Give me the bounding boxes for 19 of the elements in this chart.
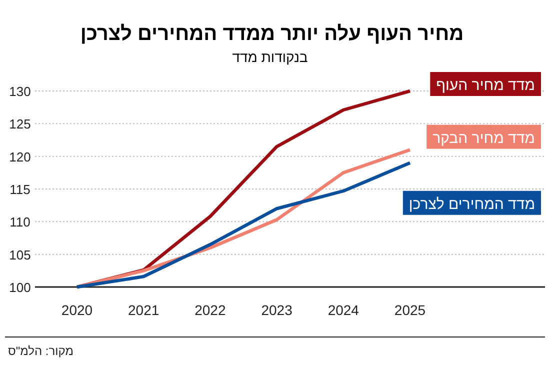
y-tick-label: 125 (9, 116, 31, 132)
text: מקור: הלמ"ס (8, 344, 74, 358)
x-tick-label: 2025 (394, 302, 426, 318)
y-tick-label: 105 (9, 247, 31, 262)
series-label: מדד מחיר הבקר (432, 130, 535, 147)
y-tick-label: 110 (10, 214, 30, 230)
chart-title: מחיר העוף עלה יותר ממדד המחירים לצרכן (80, 23, 464, 45)
x-tick-label: 2022 (194, 302, 226, 318)
y-tick-label: 115 (10, 182, 30, 197)
series-label: מדד המחירים לצרכן (408, 196, 535, 213)
y-tick-label: 100 (9, 280, 31, 295)
y-tick-label: 130 (9, 84, 31, 99)
series-label: מדד מחיר העוף (436, 77, 535, 94)
x-tick-label: 2021 (128, 302, 160, 318)
x-tick-label: 2020 (61, 302, 93, 318)
x-tick-label: 2023 (261, 302, 293, 318)
y-tick-label: 120 (9, 149, 31, 164)
x-tick-label: 2024 (328, 302, 360, 318)
chart-subtitle: בנקודות מדד (232, 49, 308, 65)
